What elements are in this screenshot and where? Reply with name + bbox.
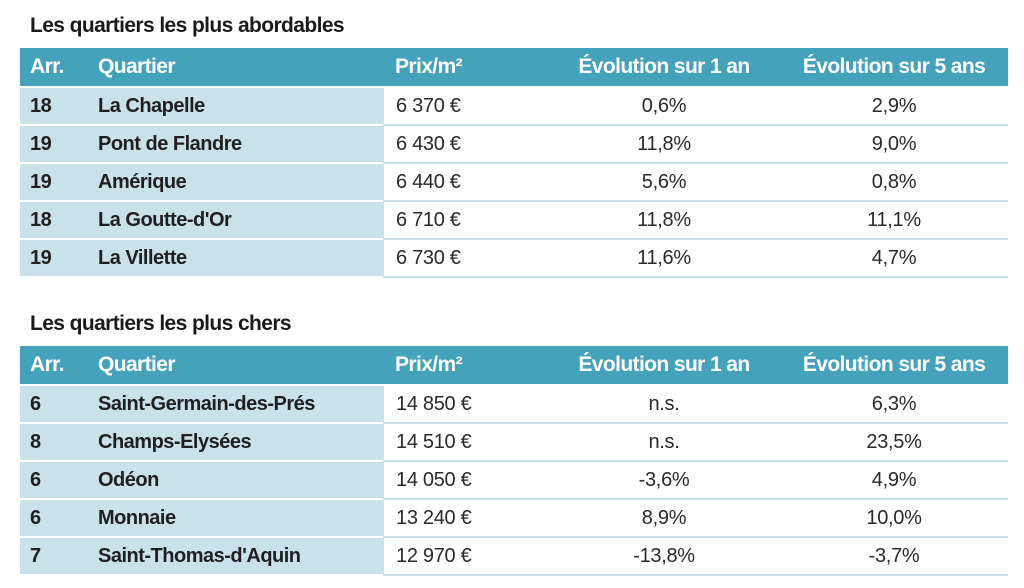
cell-evol-5ans: 2,9% xyxy=(780,88,1008,126)
header-evol-1an: Évolution sur 1 an xyxy=(548,48,780,88)
table-row: 7 Saint-Thomas-d'Aquin 12 970 € -13,8% -3,7% xyxy=(20,538,1008,576)
cell-quartier: La Villette xyxy=(82,240,383,278)
cell-evol-5ans: 9,0% xyxy=(780,126,1008,164)
cell-arr: 7 xyxy=(20,538,82,576)
cell-arr: 6 xyxy=(20,386,82,424)
cell-prix: 6 710 € xyxy=(383,202,548,240)
cell-arr: 6 xyxy=(20,500,82,538)
cell-evol-1an: 8,9% xyxy=(548,500,780,538)
cell-quartier: La Chapelle xyxy=(82,88,383,126)
cell-arr: 19 xyxy=(20,240,82,278)
cell-arr: 6 xyxy=(20,462,82,500)
cell-quartier: Amérique xyxy=(82,164,383,202)
header-quartier: Quartier xyxy=(82,346,383,386)
cell-prix: 6 440 € xyxy=(383,164,548,202)
cell-evol-1an: n.s. xyxy=(548,424,780,462)
cell-prix: 14 850 € xyxy=(383,386,548,424)
header-arr: Arr. xyxy=(20,346,82,386)
table-row: 6 Monnaie 13 240 €8,9% 10,0% xyxy=(20,500,1008,538)
cell-evol-1an: 11,8% xyxy=(548,126,780,164)
table-row: 19 Pont de Flandre 6 430 €11,8% 9,0% xyxy=(20,126,1008,164)
table-row: 6 Odéon 14 050 € -3,6% 4,9% xyxy=(20,462,1008,500)
cell-prix: 6 730 € xyxy=(383,240,548,278)
cell-evol-5ans: 11,1% xyxy=(780,202,1008,240)
expensive-section-title: Les quartiers les plus chers xyxy=(30,312,292,335)
cell-evol-5ans: 0,8% xyxy=(780,164,1008,202)
cell-evol-5ans: 6,3% xyxy=(780,386,1008,424)
table-header-row: Arr. Quartier Prix/m² Évolution sur 1 an… xyxy=(20,48,1008,88)
cell-prix: 14 050 € xyxy=(383,462,548,500)
table-row: 19 La Villette 6 730 €11,6% 4,7% xyxy=(20,240,1008,278)
affordable-table: Arr. Quartier Prix/m² Évolution sur 1 an… xyxy=(20,48,1008,278)
cell-quartier: Champs-Elysées xyxy=(82,424,383,462)
cell-evol-5ans: 4,9% xyxy=(780,462,1008,500)
cell-quartier: Odéon xyxy=(82,462,383,500)
cell-arr: 8 xyxy=(20,424,82,462)
cell-evol-1an: n.s. xyxy=(548,386,780,424)
cell-prix: 6 430 € xyxy=(383,126,548,164)
cell-evol-5ans: 10,0% xyxy=(780,500,1008,538)
header-evol-5ans: Évolution sur 5 ans xyxy=(780,346,1008,386)
cell-evol-1an: 11,6% xyxy=(548,240,780,278)
cell-prix: 6 370 € xyxy=(383,88,548,126)
cell-arr: 19 xyxy=(20,126,82,164)
header-prix: Prix/m² xyxy=(383,346,548,386)
cell-evol-5ans: 4,7% xyxy=(780,240,1008,278)
affordable-section-title: Les quartiers les plus abordables xyxy=(30,14,345,37)
cell-evol-1an: -3,6% xyxy=(548,462,780,500)
header-quartier: Quartier xyxy=(82,48,383,88)
cell-quartier: La Goutte-d'Or xyxy=(82,202,383,240)
cell-quartier: Monnaie xyxy=(82,500,383,538)
cell-arr: 18 xyxy=(20,202,82,240)
cell-quartier: Saint-Germain-des-Prés xyxy=(82,386,383,424)
cell-evol-5ans: -3,7% xyxy=(780,538,1008,576)
table-row: 8 Champs-Elysées 14 510 € n.s. 23,5% xyxy=(20,424,1008,462)
cell-evol-1an: 5,6% xyxy=(548,164,780,202)
table-row: 19 Amérique 6 440 €5,6% 0,8% xyxy=(20,164,1008,202)
cell-evol-1an: -13,8% xyxy=(548,538,780,576)
expensive-table: Arr. Quartier Prix/m² Évolution sur 1 an… xyxy=(20,346,1008,576)
cell-quartier: Saint-Thomas-d'Aquin xyxy=(82,538,383,576)
header-prix: Prix/m² xyxy=(383,48,548,88)
cell-prix: 14 510 € xyxy=(383,424,548,462)
cell-quartier: Pont de Flandre xyxy=(82,126,383,164)
header-evol-5ans: Évolution sur 5 ans xyxy=(780,48,1008,88)
header-evol-1an: Évolution sur 1 an xyxy=(548,346,780,386)
cell-arr: 18 xyxy=(20,88,82,126)
cell-evol-1an: 0,6% xyxy=(548,88,780,126)
table-row: 18 La Goutte-d'Or 6 710 €11,8% 11,1% xyxy=(20,202,1008,240)
cell-prix: 12 970 € xyxy=(383,538,548,576)
cell-evol-5ans: 23,5% xyxy=(780,424,1008,462)
expensive-table-body: 6 Saint-Germain-des-Prés 14 850 € n.s. 6,3% 8… xyxy=(20,386,1008,576)
cell-arr: 19 xyxy=(20,164,82,202)
cell-prix: 13 240 € xyxy=(383,500,548,538)
table-row: 6 Saint-Germain-des-Prés 14 850 € n.s. 6,3% xyxy=(20,386,1008,424)
table-row: 18 La Chapelle 6 370 €0,6% 2,9% xyxy=(20,88,1008,126)
table-header-row: Arr. Quartier Prix/m² Évolution sur 1 an… xyxy=(20,346,1008,386)
header-arr: Arr. xyxy=(20,48,82,88)
affordable-table-body: 18 La Chapelle 6 370 €0,6% 2,9% 19 Pont de Fl… xyxy=(20,88,1008,278)
cell-evol-1an: 11,8% xyxy=(548,202,780,240)
